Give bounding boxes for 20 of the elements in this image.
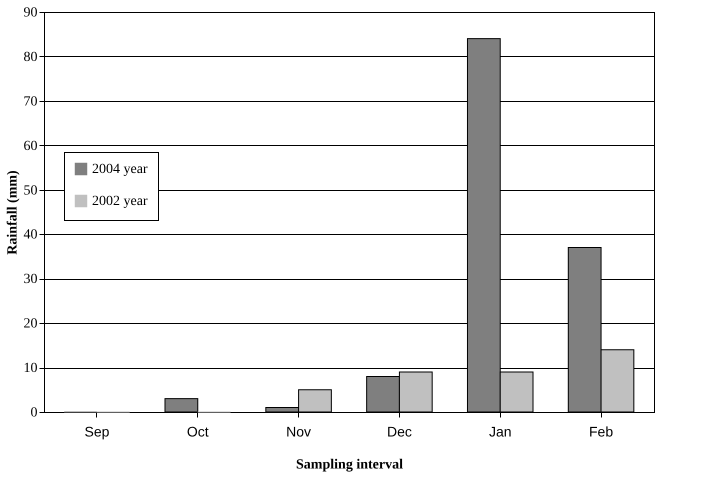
y-tick-label: 0	[30, 406, 38, 420]
y-tick-label: 40	[24, 228, 38, 243]
y-tick-label: 10	[24, 361, 38, 376]
x-tick-label: Jan	[488, 424, 512, 440]
x-tick-label: Oct	[186, 424, 209, 440]
y-tick-label: 80	[24, 50, 38, 65]
y-axis-title: Rainfall (mm)	[6, 170, 20, 255]
y-tick-label: 60	[24, 138, 38, 154]
y-tick-label: 90	[24, 6, 38, 20]
x-tick-label: Nov	[286, 424, 312, 440]
y-tick-label: 30	[24, 272, 38, 288]
legend-label: 2004 year	[92, 162, 148, 177]
y-tick-label: 70	[24, 94, 38, 110]
x-tick-label: Sep	[84, 424, 110, 440]
x-axis-title: Sampling interval	[296, 458, 404, 472]
x-tick-label: Dec	[386, 424, 412, 440]
x-tick-label: Feb	[589, 424, 614, 440]
y-tick-label: 50	[24, 183, 38, 198]
y-tick-label: 20	[24, 316, 38, 332]
legend-label: 2002 year	[92, 194, 148, 209]
